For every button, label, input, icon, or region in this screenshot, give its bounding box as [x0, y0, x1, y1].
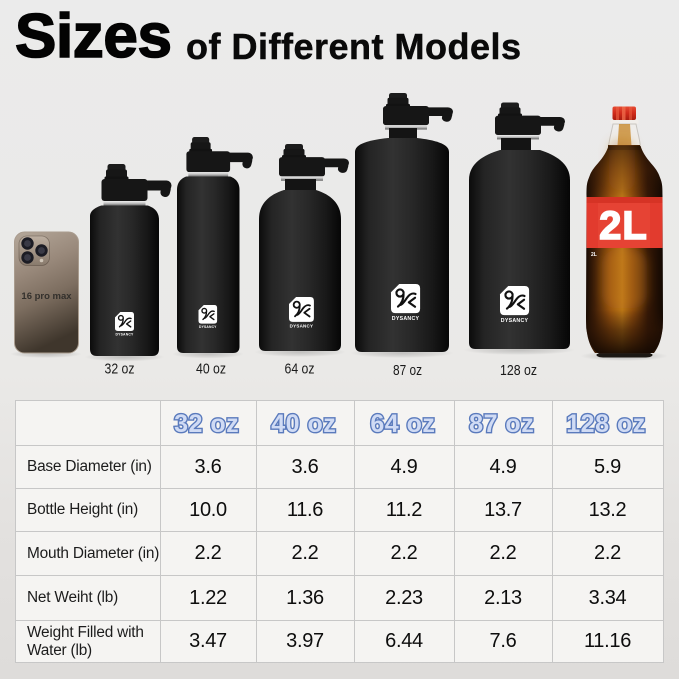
svg-text:64 oz: 64 oz [370, 410, 435, 438]
svg-text:16 pro max: 16 pro max [21, 291, 72, 302]
svg-text:40 oz: 40 oz [271, 410, 336, 438]
svg-text:128 oz: 128 oz [566, 410, 645, 438]
svg-text:128 oz: 128 oz [500, 362, 537, 379]
svg-text:32 oz: 32 oz [174, 410, 239, 438]
svg-text:32 oz: 32 oz [105, 361, 135, 378]
svg-text:87 oz: 87 oz [393, 362, 422, 379]
svg-text:2L: 2L [591, 252, 597, 258]
svg-text:2L: 2L [599, 204, 648, 248]
svg-text:64 oz: 64 oz [285, 361, 315, 378]
svg-text:40 oz: 40 oz [196, 361, 226, 378]
svg-text:87 oz: 87 oz [469, 410, 534, 438]
